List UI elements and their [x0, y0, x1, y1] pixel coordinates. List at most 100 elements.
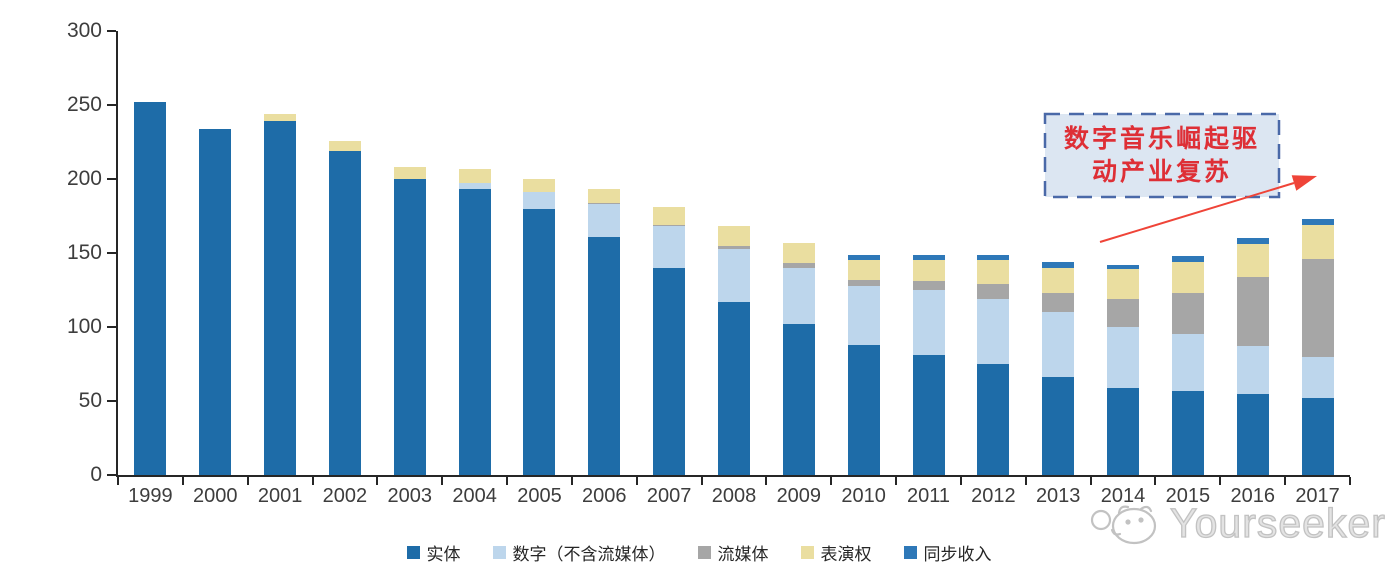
y-axis-tick	[107, 178, 116, 180]
bar-segment	[1301, 356, 1334, 399]
bar-group-2000	[183, 31, 248, 475]
x-axis-label: 2008	[711, 485, 757, 507]
bar-segment	[718, 248, 751, 302]
bar-segment	[977, 254, 1010, 261]
stacked-bar	[134, 102, 167, 475]
annotation-text-line2: 动产业复苏	[1091, 157, 1232, 186]
y-axis-tick	[107, 400, 116, 402]
x-axis-label: 2012	[971, 485, 1016, 507]
bar-group-2001	[248, 31, 313, 475]
bar-segment	[782, 263, 815, 268]
y-axis-tick	[107, 30, 116, 32]
bar-segment	[328, 140, 361, 151]
legend-swatch	[800, 546, 814, 559]
bar-segment	[1107, 298, 1140, 328]
bar-segment	[1236, 346, 1269, 394]
bar-segment	[1107, 269, 1140, 299]
bar-segment	[393, 167, 426, 179]
y-axis-tick	[107, 474, 116, 476]
x-axis-tick	[830, 477, 833, 485]
stacked-bar	[847, 254, 880, 475]
bar-segment	[1171, 255, 1204, 262]
plot-area: 1999 2000 2001 2002 2003 2004 2005 2006 2007 2008…	[67, 19, 1351, 507]
x-axis-label: 2017	[1295, 485, 1340, 507]
bar-segment	[1107, 264, 1140, 270]
bar-segment	[1042, 261, 1075, 268]
bar-segment	[328, 150, 361, 475]
bar-segment	[653, 207, 686, 225]
x-axis-label: 2007	[646, 485, 692, 507]
bar-segment	[588, 236, 621, 475]
bar-segment	[523, 192, 556, 209]
stacked-bar	[1042, 261, 1075, 475]
bar-segment	[393, 179, 426, 475]
stacked-bar	[718, 226, 751, 475]
cat-face-logo-icon	[1090, 505, 1157, 545]
x-axis-label: 2006	[582, 485, 627, 507]
stacked-bar	[1236, 238, 1269, 475]
stacked-bar	[588, 189, 621, 475]
x-axis-tick	[1089, 477, 1092, 485]
stacked-bar	[1301, 219, 1334, 475]
stacked-bar	[1171, 255, 1204, 475]
bar-segment	[1042, 312, 1075, 378]
bar-group-2013	[1026, 31, 1091, 475]
bar-segment	[977, 364, 1010, 475]
bar-group-2012	[961, 31, 1026, 475]
bar-segment	[653, 267, 686, 475]
bar-segment	[847, 344, 880, 475]
bar-segment	[199, 128, 232, 475]
legend-item: 数字（不含流媒体）	[492, 540, 666, 565]
bar-group-2017	[1285, 31, 1350, 475]
bar-segment	[782, 242, 815, 264]
bar-segment	[588, 202, 621, 205]
x-axis-tick	[311, 477, 314, 485]
y-axis-label: 200	[66, 167, 102, 190]
x-axis-tick	[246, 477, 249, 485]
bar-segment	[264, 121, 297, 475]
bar-segment	[912, 260, 945, 282]
x-axis-label: 1999	[128, 485, 173, 507]
bar-segment	[1171, 261, 1204, 293]
bar-segment	[264, 113, 297, 122]
stacked-bar	[328, 140, 361, 475]
y-axis-tick	[107, 104, 116, 106]
bar-segment	[653, 226, 686, 268]
watermark: Yourseeker	[1088, 496, 1386, 550]
stacked-bar	[782, 242, 815, 475]
bar-segment	[1107, 327, 1140, 388]
legend-label: 表演权	[820, 545, 872, 564]
y-axis-label: 250	[66, 93, 102, 116]
x-axis-label: 2004	[452, 485, 497, 507]
bar-group-2006	[572, 31, 637, 475]
x-axis-label: 2013	[1035, 485, 1081, 507]
bar-segment	[1171, 390, 1204, 475]
x-axis-tick	[700, 477, 703, 485]
x-axis-tick	[765, 477, 768, 485]
bar-segment	[718, 245, 751, 249]
y-axis-label: 0	[90, 463, 102, 486]
bar-segment	[588, 189, 621, 203]
legend-swatch	[697, 546, 711, 559]
bar-group-2002	[313, 31, 378, 475]
x-axis-label: 2014	[1100, 485, 1146, 507]
x-axis-tick	[506, 477, 509, 485]
bar-segment	[847, 285, 880, 345]
x-axis-tick	[1349, 477, 1351, 485]
bar-segment	[718, 226, 751, 246]
stacked-bar	[912, 254, 945, 475]
stacked-bar	[199, 128, 232, 475]
bar-segment	[1301, 258, 1334, 357]
x-axis-tick	[1284, 477, 1287, 485]
bar-segment	[1042, 377, 1075, 475]
bar-group-2004	[442, 31, 507, 475]
bar-segment	[523, 179, 556, 193]
bar-group-2014	[1091, 31, 1156, 475]
x-axis-label: 2002	[322, 485, 368, 507]
bar-segment	[1107, 387, 1140, 475]
annotation-text-line1: 数字音乐崛起驱	[1063, 124, 1260, 153]
y-axis-tick	[107, 326, 116, 328]
x-axis-label: 2011	[907, 485, 951, 507]
stacked-bar	[1107, 264, 1140, 475]
